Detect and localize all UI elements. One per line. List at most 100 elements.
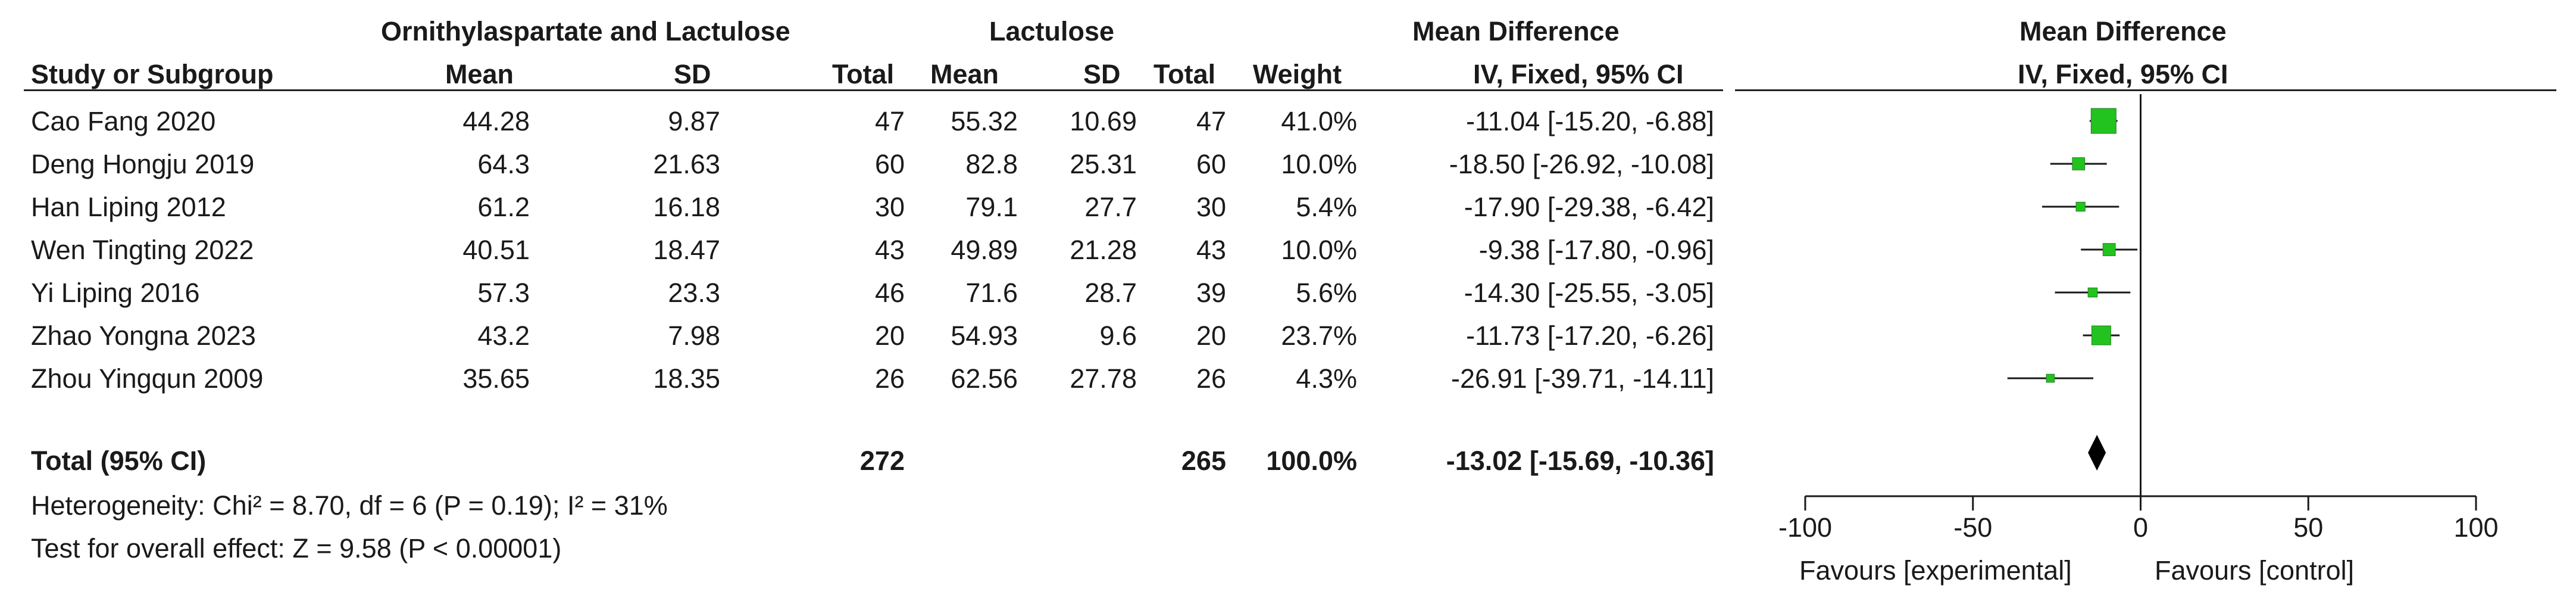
mean2-cell: 82.8 xyxy=(965,149,1018,179)
x-tick-label: -100 xyxy=(1778,512,1832,543)
ci-cell: -14.30 [-25.55, -3.05] xyxy=(1464,278,1714,308)
total2-cell: 43 xyxy=(1196,235,1226,265)
plot-header-rule xyxy=(1735,89,2556,91)
mean2-cell: 79.1 xyxy=(965,192,1018,222)
total-weight: 100.0% xyxy=(1266,446,1357,476)
sd1-cell: 9.87 xyxy=(668,106,720,136)
mean2-cell: 54.93 xyxy=(951,320,1018,351)
weight-cell: 5.4% xyxy=(1296,192,1357,222)
col-study-header: Study or Subgroup xyxy=(31,59,274,89)
point-estimate-marker xyxy=(2091,325,2111,345)
x-tick-label: 100 xyxy=(2453,512,2498,543)
ci-cell: -17.90 [-29.38, -6.42] xyxy=(1464,192,1714,222)
plot-header: Mean Difference xyxy=(2019,16,2227,46)
total1-cell: 43 xyxy=(874,235,905,265)
favours-control-label: Favours [control] xyxy=(2155,555,2355,586)
study-name: Zhao Yongna 2023 xyxy=(31,320,256,351)
weight-cell: 4.3% xyxy=(1296,363,1357,394)
col-total1-header: Total xyxy=(832,59,895,89)
study-name: Wen Tingting 2022 xyxy=(31,235,254,265)
col-weight-header: Weight xyxy=(1253,59,1342,89)
ci-cell: -18.50 [-26.92, -10.08] xyxy=(1449,149,1714,179)
col-effect-header: IV, Fixed, 95% CI xyxy=(1473,59,1684,89)
col-mean1-header: Mean xyxy=(445,59,514,89)
point-estimate-marker xyxy=(2072,157,2086,170)
sd1-cell: 21.63 xyxy=(653,149,720,179)
total1-cell: 20 xyxy=(874,320,905,351)
ci-cell: -26.91 [-39.71, -14.11] xyxy=(1451,363,1714,394)
mean1-cell: 64.3 xyxy=(477,149,530,179)
col-sd1-header: SD xyxy=(674,59,711,89)
weight-cell: 41.0% xyxy=(1281,106,1357,136)
total1-cell: 60 xyxy=(874,149,905,179)
total2-cell: 26 xyxy=(1196,363,1226,394)
sd2-cell: 9.6 xyxy=(1099,320,1137,351)
mean2-cell: 62.56 xyxy=(951,363,1018,394)
sd1-cell: 7.98 xyxy=(668,320,720,351)
mean1-cell: 43.2 xyxy=(477,320,530,351)
weight-cell: 23.7% xyxy=(1281,320,1357,351)
sd1-cell: 18.47 xyxy=(653,235,720,265)
weight-cell: 10.0% xyxy=(1281,149,1357,179)
study-name: Cao Fang 2020 xyxy=(31,106,216,136)
overall-effect-text: Test for overall effect: Z = 9.58 (P < 0… xyxy=(31,533,562,564)
point-estimate-marker xyxy=(2102,243,2116,256)
effect-header: Mean Difference xyxy=(1412,16,1620,46)
study-name: Yi Liping 2016 xyxy=(31,278,200,308)
point-estimate-marker xyxy=(2046,373,2055,383)
mean2-cell: 49.89 xyxy=(951,235,1018,265)
sd1-cell: 18.35 xyxy=(653,363,720,394)
weight-cell: 5.6% xyxy=(1296,278,1357,308)
sd2-cell: 27.78 xyxy=(1070,363,1137,394)
total1-cell: 26 xyxy=(874,363,905,394)
total-n2: 265 xyxy=(1181,446,1226,476)
total1-cell: 46 xyxy=(874,278,905,308)
total2-cell: 39 xyxy=(1196,278,1226,308)
total2-cell: 47 xyxy=(1196,106,1226,136)
ci-cell: -11.04 [-15.20, -6.88] xyxy=(1466,106,1714,136)
pooled-estimate-diamond xyxy=(2088,435,2106,471)
sd2-cell: 21.28 xyxy=(1070,235,1137,265)
group1-header: Ornithylaspartate and Lactulose xyxy=(381,16,790,46)
sd2-cell: 28.7 xyxy=(1084,278,1137,308)
col-total2-header: Total xyxy=(1153,59,1216,89)
mean1-cell: 61.2 xyxy=(477,192,530,222)
mean1-cell: 35.65 xyxy=(462,363,530,394)
total2-cell: 60 xyxy=(1196,149,1226,179)
mean1-cell: 40.51 xyxy=(462,235,530,265)
sd1-cell: 16.18 xyxy=(653,192,720,222)
favours-experimental-label: Favours [experimental] xyxy=(1799,555,2072,586)
col-sd2-header: SD xyxy=(1083,59,1121,89)
total2-cell: 30 xyxy=(1196,192,1226,222)
study-name: Zhou Yingqun 2009 xyxy=(31,363,264,394)
mean1-cell: 44.28 xyxy=(462,106,530,136)
x-tick-label: 50 xyxy=(2293,512,2323,543)
point-estimate-marker xyxy=(2075,201,2086,212)
x-tick-label: 0 xyxy=(2133,512,2148,543)
total-n1: 272 xyxy=(859,446,905,476)
sd2-cell: 10.69 xyxy=(1070,106,1137,136)
total2-cell: 20 xyxy=(1196,320,1226,351)
group2-header: Lactulose xyxy=(989,16,1115,46)
total-ci: -13.02 [-15.69, -10.36] xyxy=(1446,446,1714,476)
point-estimate-marker xyxy=(2087,287,2098,298)
total1-cell: 47 xyxy=(874,106,905,136)
heterogeneity-text: Heterogeneity: Chi² = 8.70, df = 6 (P = … xyxy=(31,490,668,521)
header-rule xyxy=(24,89,1723,91)
study-name: Han Liping 2012 xyxy=(31,192,226,222)
total-label: Total (95% CI) xyxy=(31,446,207,476)
col-mean2-header: Mean xyxy=(930,59,999,89)
sd2-cell: 27.7 xyxy=(1084,192,1137,222)
ci-cell: -11.73 [-17.20, -6.26] xyxy=(1466,320,1714,351)
sd2-cell: 25.31 xyxy=(1070,149,1137,179)
total1-cell: 30 xyxy=(874,192,905,222)
sd1-cell: 23.3 xyxy=(668,278,720,308)
mean1-cell: 57.3 xyxy=(477,278,530,308)
point-estimate-marker xyxy=(2090,108,2117,134)
ci-cell: -9.38 [-17.80, -0.96] xyxy=(1478,235,1714,265)
weight-cell: 10.0% xyxy=(1281,235,1357,265)
mean2-cell: 55.32 xyxy=(951,106,1018,136)
x-tick-label: -50 xyxy=(1953,512,1992,543)
study-name: Deng Hongju 2019 xyxy=(31,149,255,179)
